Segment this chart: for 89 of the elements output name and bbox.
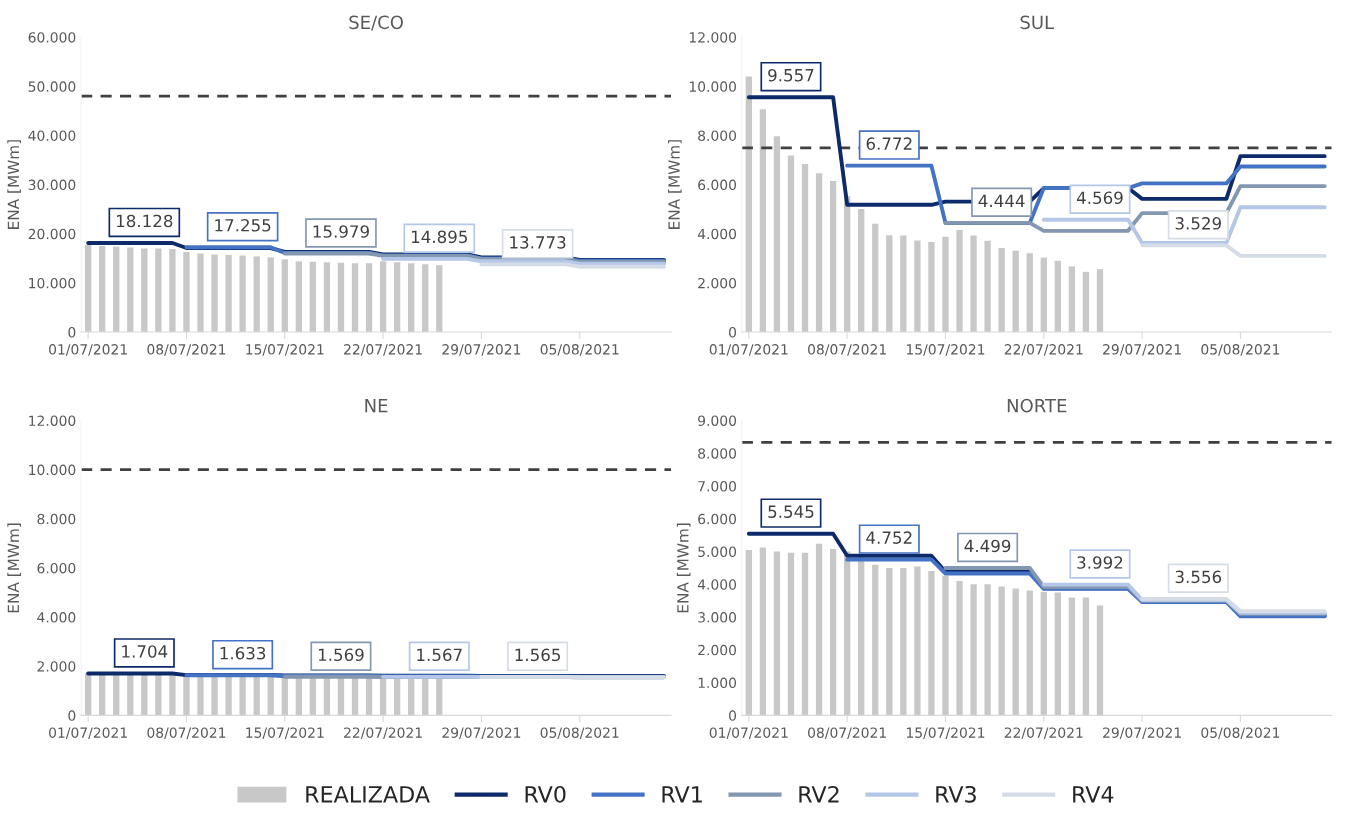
y-tick-label: 12.000 bbox=[29, 415, 76, 426]
annotation: 1.565 bbox=[515, 648, 560, 662]
x-tick-label: 05/08/2021 bbox=[540, 727, 619, 739]
y-tick-label: 9.000 bbox=[698, 415, 737, 426]
y-tick-label: 4.000 bbox=[697, 579, 737, 590]
legend-label: RV3 bbox=[936, 785, 976, 803]
annotation: 4.499 bbox=[964, 539, 1011, 553]
y-axis-title: ENA [MWm] bbox=[668, 140, 682, 229]
x-tick-label: 22/07/2021 bbox=[1004, 344, 1083, 356]
y-axis-title: ENA [MWm] bbox=[7, 523, 21, 613]
x-tick-label: 05/08/2021 bbox=[540, 344, 619, 356]
y-tick-label: 0 bbox=[729, 327, 737, 338]
x-tick-label: 15/07/2021 bbox=[246, 344, 324, 356]
x-tick-label: 08/07/2021 bbox=[808, 727, 886, 739]
annotation: 4.569 bbox=[1076, 191, 1123, 205]
legend-label: RV4 bbox=[1073, 786, 1114, 803]
y-tick-label: 50.000 bbox=[28, 81, 76, 92]
y-tick-label: 60.000 bbox=[28, 32, 76, 43]
annotation: 18.128 bbox=[117, 214, 173, 228]
chart-title: NORTE bbox=[1007, 398, 1067, 413]
annotation: 3.992 bbox=[1077, 556, 1123, 569]
y-tick-label: 0 bbox=[68, 710, 76, 721]
chart-title: NE bbox=[365, 399, 388, 413]
x-tick-label: 01/07/2021 bbox=[709, 344, 788, 356]
y-tick-label: 6.000 bbox=[698, 179, 737, 191]
y-tick-label: 8.000 bbox=[37, 513, 76, 525]
y-tick-label: 5.000 bbox=[698, 546, 737, 558]
y-tick-label: 20.000 bbox=[28, 228, 76, 240]
y-tick-label: 8.000 bbox=[698, 130, 737, 141]
x-tick-label: 15/07/2021 bbox=[906, 727, 985, 739]
y-tick-label: 8.000 bbox=[698, 448, 737, 459]
annotation: 5.545 bbox=[768, 505, 814, 518]
annotation: 1.704 bbox=[122, 645, 168, 658]
y-tick-label: 4.000 bbox=[697, 228, 737, 240]
x-tick-label: 29/07/2021 bbox=[442, 344, 521, 356]
y-tick-label: 1.000 bbox=[698, 677, 737, 689]
legend-label: RV0 bbox=[525, 785, 566, 803]
annotation: 1.567 bbox=[417, 648, 462, 662]
x-tick-label: 01/07/2021 bbox=[709, 727, 788, 739]
chart-title: SUL bbox=[1020, 15, 1055, 30]
annotation: 15.979 bbox=[313, 225, 369, 238]
legend-label: REALIZADA bbox=[306, 786, 430, 803]
x-tick-label: 15/07/2021 bbox=[246, 727, 324, 739]
x-tick-label: 05/08/2021 bbox=[1201, 727, 1280, 739]
y-tick-label: 2.000 bbox=[698, 644, 737, 656]
x-tick-label: 29/07/2021 bbox=[442, 727, 521, 739]
y-tick-label: 40.000 bbox=[28, 130, 76, 141]
y-tick-label: 2.000 bbox=[698, 277, 737, 289]
x-tick-label: 08/07/2021 bbox=[147, 344, 226, 356]
legend-label: RV1 bbox=[662, 786, 702, 803]
annotation: 9.557 bbox=[768, 68, 814, 82]
y-tick-label: 6.000 bbox=[698, 513, 737, 525]
y-tick-label: 10.000 bbox=[689, 81, 737, 92]
y-tick-label: 12.000 bbox=[689, 32, 737, 43]
x-tick-label: 22/07/2021 bbox=[344, 344, 422, 356]
y-tick-label: 0 bbox=[68, 327, 76, 338]
annotation: 6.772 bbox=[866, 137, 912, 150]
x-tick-label: 15/07/2021 bbox=[906, 344, 985, 356]
y-axis-title: ENA [MWm] bbox=[7, 140, 21, 229]
y-axis-title: ENA [MWm] bbox=[676, 523, 691, 613]
annotation: 4.444 bbox=[978, 194, 1025, 207]
annotation: 1.633 bbox=[220, 646, 266, 660]
y-tick-label: 10.000 bbox=[29, 464, 76, 476]
x-tick-label: 05/08/2021 bbox=[1201, 344, 1280, 356]
annotation: 3.529 bbox=[1175, 217, 1221, 230]
x-tick-label: 08/07/2021 bbox=[147, 727, 226, 739]
y-tick-label: 3.000 bbox=[698, 612, 737, 623]
y-tick-label: 10.000 bbox=[29, 277, 76, 289]
y-tick-label: 7.000 bbox=[698, 481, 737, 492]
y-tick-label: 0 bbox=[729, 710, 737, 721]
annotation: 17.255 bbox=[215, 218, 271, 232]
x-tick-label: 08/07/2021 bbox=[808, 344, 886, 356]
annotation: 1.569 bbox=[318, 648, 364, 662]
x-tick-label: 22/07/2021 bbox=[344, 727, 422, 739]
y-tick-label: 30.000 bbox=[28, 179, 76, 191]
x-tick-label: 29/07/2021 bbox=[1103, 344, 1181, 356]
y-tick-label: 4.000 bbox=[37, 612, 76, 623]
annotation: 4.752 bbox=[866, 531, 912, 544]
chart-title: SE/CO bbox=[349, 15, 403, 31]
annotation: 13.773 bbox=[510, 236, 566, 249]
x-tick-label: 01/07/2021 bbox=[49, 727, 127, 739]
legend-label: RV2 bbox=[799, 785, 839, 803]
y-tick-label: 6.000 bbox=[37, 562, 76, 574]
x-tick-label: 22/07/2021 bbox=[1004, 727, 1083, 739]
annotation: 3.556 bbox=[1175, 570, 1222, 584]
y-tick-label: 2.000 bbox=[37, 661, 76, 672]
x-tick-label: 01/07/2021 bbox=[49, 344, 127, 356]
x-tick-label: 29/07/2021 bbox=[1103, 727, 1181, 739]
annotation: 14.895 bbox=[411, 230, 467, 244]
